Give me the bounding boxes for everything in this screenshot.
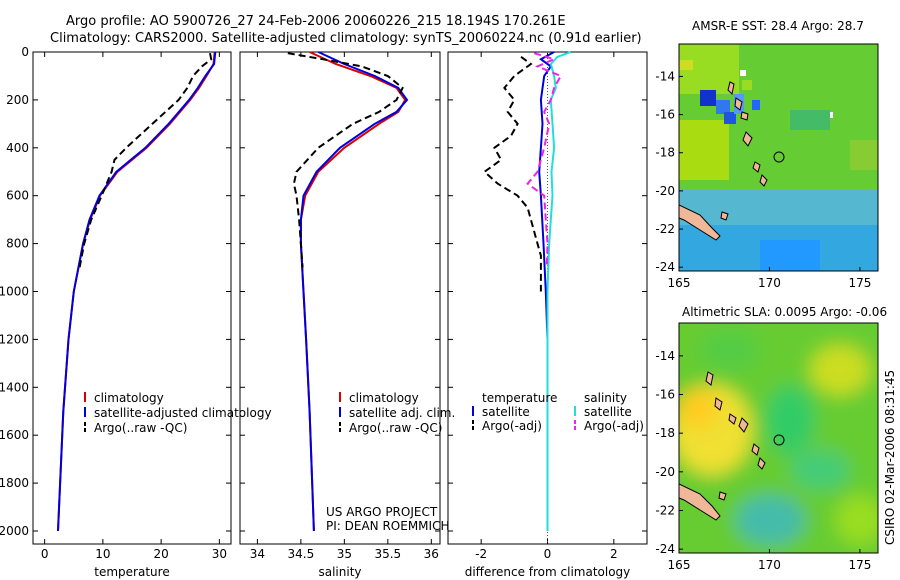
- temperature-legend-label-0: climatology: [94, 391, 164, 405]
- salinity-xtick-label: 36: [424, 547, 439, 561]
- temperature-frame: [32, 51, 232, 545]
- sst-map-title: AMSR-E SST: 28.4 Argo: 28.7: [692, 19, 864, 33]
- sst-field: [679, 44, 878, 271]
- salinity-xtick-label: 35: [337, 547, 352, 561]
- temperature-xtick-label: 10: [95, 547, 110, 561]
- temperature-ytick-label: 400: [6, 141, 29, 155]
- temperature-series-0: [57, 51, 216, 532]
- sst-map: AMSR-E SST: 28.4 Argo: 28.7: [655, 19, 879, 290]
- salinity-legend-label-2: Argo(..raw -QC): [349, 421, 442, 435]
- sla-map: Altimetric SLA: 0.0095 Argo: -0.06: [655, 305, 887, 572]
- legend-label-2: satellite: [584, 405, 632, 419]
- legend-label-3: Argo(-adj): [584, 419, 644, 433]
- salinity-panel: 34 34.5 35 35.5 36 salinity climatologysatelli…: [239, 51, 455, 579]
- sla-map-frame: [678, 322, 879, 554]
- sla_map-xtick-label: 175: [848, 558, 871, 572]
- difference-panel: -2 0 2 difference from climatology temperatu…: [447, 51, 648, 579]
- sla-map-ticks: 165 170 175 -14 -16 -18 -20 -22 -24: [655, 349, 871, 572]
- temperature-legend-label-1: satellite-adjusted climatology: [94, 406, 272, 420]
- sst_map-ytick-label: -14: [655, 69, 675, 83]
- temperature-ytick-label: 1200: [0, 332, 29, 346]
- sla_map-ytick-label: -24: [655, 542, 675, 556]
- sst-argo-marker: [773, 151, 785, 163]
- temperature-series-1: [57, 51, 217, 532]
- difference-series-1: [482, 55, 542, 292]
- sst-coastlines: [679, 81, 768, 241]
- legend-label-1: Argo(-adj): [482, 419, 542, 433]
- difference-xtick-label: 0: [544, 547, 552, 561]
- temperature-ytick-label: 200: [6, 93, 29, 107]
- sla-coastlines: [679, 371, 766, 521]
- sst-map-ticks: 165 170 175 -14 -16 -18 -20 -22 -24: [655, 69, 871, 290]
- temperature-ytick-label: 1000: [0, 285, 29, 299]
- salinity-legend-label-1: satellite adj. clim.: [349, 406, 455, 420]
- temperature-ytick-label: 1800: [0, 476, 29, 490]
- footer-project: US ARGO PROJECT: [326, 505, 438, 519]
- sla_map-ytick-label: -20: [655, 465, 675, 479]
- difference-series-3: [526, 52, 563, 268]
- salinity-series-2: [287, 52, 404, 268]
- temperature-ytick-label: 800: [6, 237, 29, 251]
- temperature-xtick-label: 20: [153, 547, 168, 561]
- legend-header-temperature: temperature: [482, 391, 557, 405]
- salinity-legend-label-0: climatology: [349, 391, 419, 405]
- sla_map-xtick-label: 170: [758, 558, 781, 572]
- temperature-ytick-label: 2000: [0, 524, 29, 538]
- temperature-legend-label-2: Argo(..raw -QC): [94, 421, 187, 435]
- sla_map-ytick-label: -14: [655, 349, 675, 363]
- sst_map-xtick-label: 165: [668, 276, 691, 290]
- sla-argo-marker: [773, 434, 785, 446]
- sla-map-title: Altimetric SLA: 0.0095 Argo: -0.06: [682, 305, 887, 319]
- temperature-ytick-label: 1400: [0, 380, 29, 394]
- sst-map-frame: [678, 43, 879, 272]
- temperature-xtick-label: 30: [212, 547, 227, 561]
- sst_map-ytick-label: -20: [655, 184, 675, 198]
- temperature-xtick-label: 0: [41, 547, 49, 561]
- difference-series-2: [546, 51, 572, 531]
- salinity-series-1: [299, 51, 409, 532]
- salinity-xtick-label: 34: [250, 547, 265, 561]
- difference-xtick-label: 2: [610, 547, 618, 561]
- side-stamp: CSIRO 02-Mar-2006 08:31:45: [883, 370, 897, 545]
- title-line-2: Climatology: CARS2000. Satellite-adjuste…: [50, 31, 642, 46]
- sst_map-xtick-label: 175: [848, 276, 871, 290]
- sla_map-ytick-label: -16: [655, 388, 675, 402]
- temperature-series-2: [78, 53, 213, 268]
- sla-field: [679, 323, 878, 553]
- sst_map-ytick-label: -22: [655, 222, 675, 236]
- legend-header-salinity: salinity: [584, 391, 627, 405]
- salinity-frame: [239, 51, 441, 545]
- temperature-xlabel: temperature: [94, 565, 169, 579]
- temperature-ytick-label: 1600: [0, 428, 29, 442]
- temperature-ytick-label: 0: [21, 45, 29, 59]
- salinity-xtick-label: 35.5: [374, 547, 401, 561]
- difference-xtick-label: -2: [475, 547, 487, 561]
- sla_map-xtick-label: 165: [668, 558, 691, 572]
- title-line-1: Argo profile: AO 5900726_27 24-Feb-2006 …: [66, 14, 566, 29]
- temperature-panel: 0 10 20 30 temperature 0 200 400 600 800 1000 1200 1…: [0, 45, 272, 579]
- salinity-xlabel: salinity: [318, 565, 361, 579]
- footer-pi: PI: DEAN ROEMMICH: [326, 519, 449, 533]
- sla_map-ytick-label: -18: [655, 426, 675, 440]
- sla_map-ytick-label: -22: [655, 503, 675, 517]
- difference-xlabel: difference from climatology: [465, 565, 631, 579]
- temperature-ytick-label: 600: [6, 189, 29, 203]
- sst_map-ytick-label: -24: [655, 260, 675, 274]
- salinity-series-0: [299, 51, 407, 532]
- sst_map-xtick-label: 170: [758, 276, 781, 290]
- salinity-xtick-label: 34.5: [288, 547, 315, 561]
- sst_map-ytick-label: -18: [655, 146, 675, 160]
- sst_map-ytick-label: -16: [655, 108, 675, 122]
- legend-label-0: satellite: [482, 405, 530, 419]
